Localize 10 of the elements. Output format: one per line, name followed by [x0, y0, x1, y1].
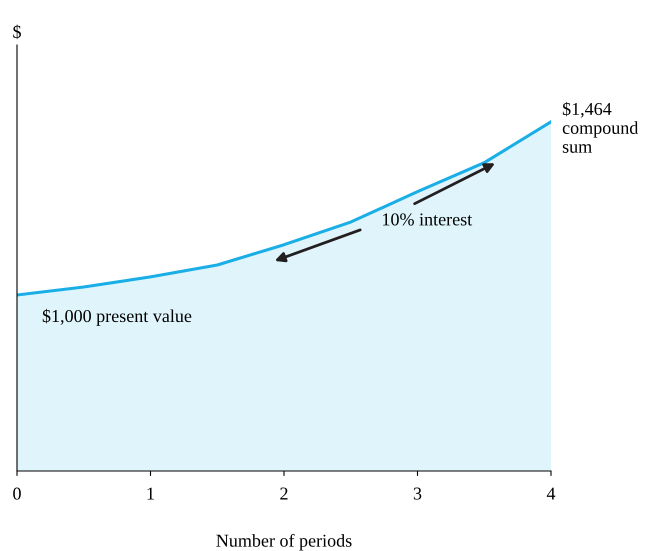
annotation: 10% interest [383, 213, 472, 226]
x-axis-title: Number of periods [216, 534, 352, 550]
annotation: $1,464 compound sum [562, 102, 638, 153]
x-tick-label: 4 [546, 488, 556, 500]
x-tick-label: 3 [414, 488, 422, 500]
annotation: $1,000 present value [42, 308, 192, 326]
y-axis-title: $ [13, 24, 21, 40]
x-tick-label: 0 [13, 487, 21, 500]
x-tick-label: 2 [280, 488, 288, 500]
x-tick-label: 1 [148, 488, 154, 500]
